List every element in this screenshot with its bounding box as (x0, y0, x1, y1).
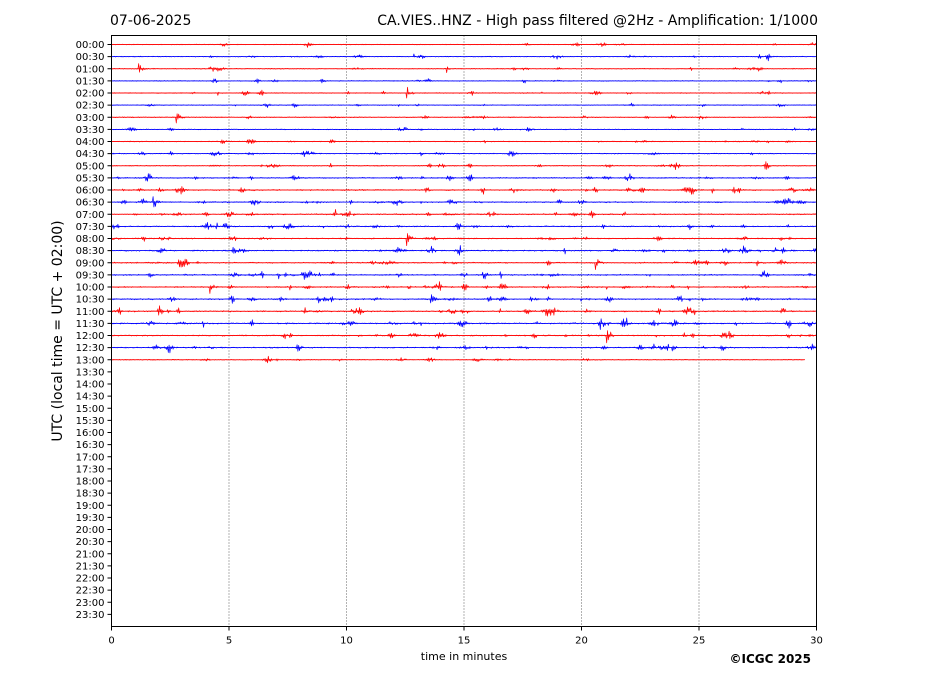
y-tick-label: 12:00 (76, 331, 105, 342)
y-tick-label: 01:00 (76, 64, 105, 75)
y-tick-label: 16:30 (76, 440, 105, 451)
x-tick-label: 0 (108, 636, 114, 647)
seismic-traces (111, 42, 817, 364)
station-title: CA.VIES..HNZ - High pass filtered @2Hz -… (377, 13, 818, 29)
y-tick-label: 23:00 (76, 598, 105, 609)
y-tick-label: 19:00 (76, 501, 105, 512)
y-tick-label: 02:00 (76, 89, 105, 100)
y-tick-label: 23:30 (76, 610, 105, 621)
y-tick-label: 22:00 (76, 574, 105, 585)
y-tick-label: 11:30 (76, 319, 105, 330)
y-tick-label: 16:00 (76, 428, 105, 439)
y-tick-label: 12:30 (76, 343, 105, 354)
y-tick-label: 06:00 (76, 186, 105, 197)
y-tick-label: 20:00 (76, 525, 105, 536)
y-tick-label: 19:30 (76, 513, 105, 524)
x-axis-title: time in minutes (421, 650, 508, 663)
y-tick-label: 14:30 (76, 392, 105, 403)
y-tick-label: 21:00 (76, 549, 105, 560)
y-tick-label: 18:00 (76, 477, 105, 488)
y-tick-label: 15:00 (76, 404, 105, 415)
y-tick-label: 05:30 (76, 173, 105, 184)
y-tick-label: 17:00 (76, 452, 105, 463)
y-tick-label: 06:30 (76, 198, 105, 209)
y-tick-label: 09:30 (76, 270, 105, 281)
y-tick-label: 13:00 (76, 355, 105, 366)
y-tick-label: 04:30 (76, 149, 105, 160)
y-tick-label: 17:30 (76, 464, 105, 475)
y-tick-label: 08:00 (76, 234, 105, 245)
x-tick-label: 25 (693, 636, 706, 647)
x-tick-label: 5 (226, 636, 232, 647)
y-tick-label: 13:30 (76, 367, 105, 378)
y-tick-label: 21:30 (76, 561, 105, 572)
date-label: 07-06-2025 (110, 13, 191, 29)
y-tick-label: 00:00 (76, 40, 105, 51)
x-tick-label: 10 (340, 636, 353, 647)
y-tick-label: 14:00 (76, 380, 105, 391)
y-tick-label: 05:00 (76, 161, 105, 172)
y-tick-label: 10:30 (76, 295, 105, 306)
y-tick-label: 09:00 (76, 258, 105, 269)
y-tick-label: 20:30 (76, 537, 105, 548)
y-axis-title: UTC (local time = UTC + 02:00) (50, 220, 66, 441)
x-axis-ticks: 0 5 10 15 20 25 30 (108, 626, 823, 647)
y-tick-label: 15:30 (76, 416, 105, 427)
y-tick-label: 02:30 (76, 101, 105, 112)
y-tick-label: 22:30 (76, 586, 105, 597)
y-tick-label: 00:30 (76, 52, 105, 63)
y-tick-label: 03:30 (76, 125, 105, 136)
y-tick-label: 01:30 (76, 76, 105, 87)
y-tick-label: 04:00 (76, 137, 105, 148)
x-tick-label: 15 (458, 636, 471, 647)
y-tick-label: 11:00 (76, 307, 105, 318)
copyright-label: ©ICGC 2025 (729, 652, 811, 666)
y-tick-label: 10:00 (76, 283, 105, 294)
y-tick-label: 07:00 (76, 210, 105, 221)
y-tick-label: 07:30 (76, 222, 105, 233)
x-tick-label: 30 (810, 636, 823, 647)
y-tick-label: 08:30 (76, 246, 105, 257)
y-tick-label: 18:30 (76, 489, 105, 500)
y-tick-label: 03:00 (76, 113, 105, 124)
x-tick-label: 20 (575, 636, 588, 647)
vertical-gridlines (228, 35, 700, 627)
